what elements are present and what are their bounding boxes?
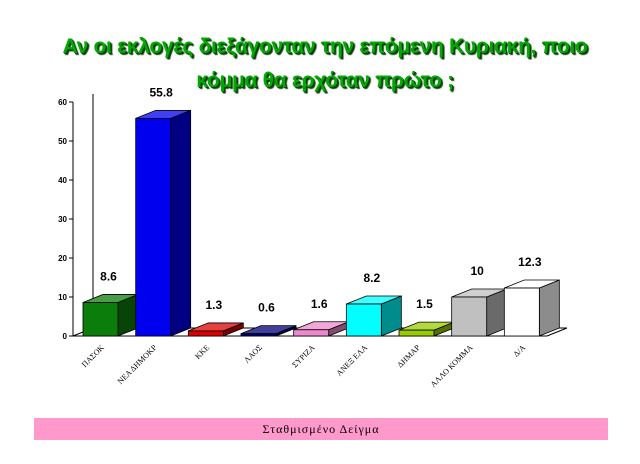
bar-front <box>82 302 119 337</box>
data-label: 1.5 <box>416 297 433 311</box>
bar-side <box>170 109 192 337</box>
bar-6 <box>398 321 455 337</box>
bar-4 <box>293 321 350 337</box>
y-tick-label: 10 <box>58 293 67 302</box>
y-tick-label: 60 <box>58 98 67 107</box>
bar-front <box>135 117 172 337</box>
category-label: ΣΥΡΙΖΑ <box>290 343 316 369</box>
bar-chart: 0 10 20 30 40 50 60 8.6 ΠΑΣΟΚ 55.8 ΝΕΑ ΔΗΜΟΚΡ 1.3 ΚΚ… <box>58 85 568 389</box>
category-label: ΑΛΛΟ ΚΟΜΜΑ <box>429 343 475 389</box>
y-tick-label: 50 <box>58 137 67 146</box>
category-label: ΝΕΑ ΔΗΜΟΚΡ <box>116 343 159 386</box>
y-tick-label: 0 <box>63 332 68 341</box>
data-label: 10 <box>470 264 484 278</box>
category-label: ΔΗΜΑΡ <box>396 343 423 370</box>
y-tick-label: 30 <box>58 215 67 224</box>
category-label: ΠΑΣΟΚ <box>80 343 106 369</box>
bar-front <box>398 329 435 337</box>
data-label: 12.3 <box>518 255 542 269</box>
y-tick-label: 40 <box>58 176 67 185</box>
floor-right-edge <box>546 327 568 337</box>
data-label: 1.3 <box>205 298 222 312</box>
bar-7 <box>451 288 508 337</box>
bar-8 <box>503 279 560 337</box>
footer-banner: Σταθμισμένο Δείγμα <box>34 418 608 440</box>
bar-0 <box>82 293 139 337</box>
bar-1 <box>135 109 192 337</box>
y-tick-label: 20 <box>58 254 67 263</box>
data-label: 8.6 <box>100 269 117 283</box>
bar-front <box>503 287 540 337</box>
data-label: 0.6 <box>258 301 275 315</box>
category-label: Δ/Α <box>512 343 528 359</box>
data-label: 8.2 <box>363 271 380 285</box>
bar-side <box>538 279 560 337</box>
footer-text: Σταθμισμένο Δείγμα <box>262 422 380 436</box>
bar-5 <box>345 295 402 337</box>
category-label: ΛΑΟΣ <box>242 343 264 365</box>
bar-front <box>451 296 488 337</box>
bar-front <box>345 303 382 337</box>
data-label: 1.6 <box>311 297 328 311</box>
category-label: ΚΚΕ <box>193 343 211 361</box>
chart-title-line-1: Αν οι εκλογές διεξάγονταν την επόμενη Κυ… <box>62 35 588 58</box>
chart-title: Αν οι εκλογές διεξάγονταν την επόμενη Κυ… <box>60 30 590 98</box>
data-label: 55.8 <box>149 85 173 99</box>
bar-3 <box>240 325 297 337</box>
bar-front <box>293 329 330 337</box>
chart-title-line-2: κόμμα θα ερχόταν πρώτο ; <box>196 69 454 92</box>
bar-front <box>240 333 277 337</box>
bar-front <box>187 330 224 337</box>
bar-2 <box>187 322 244 337</box>
category-label: ΑΝΕΞ ΕΛΑ <box>335 343 370 378</box>
